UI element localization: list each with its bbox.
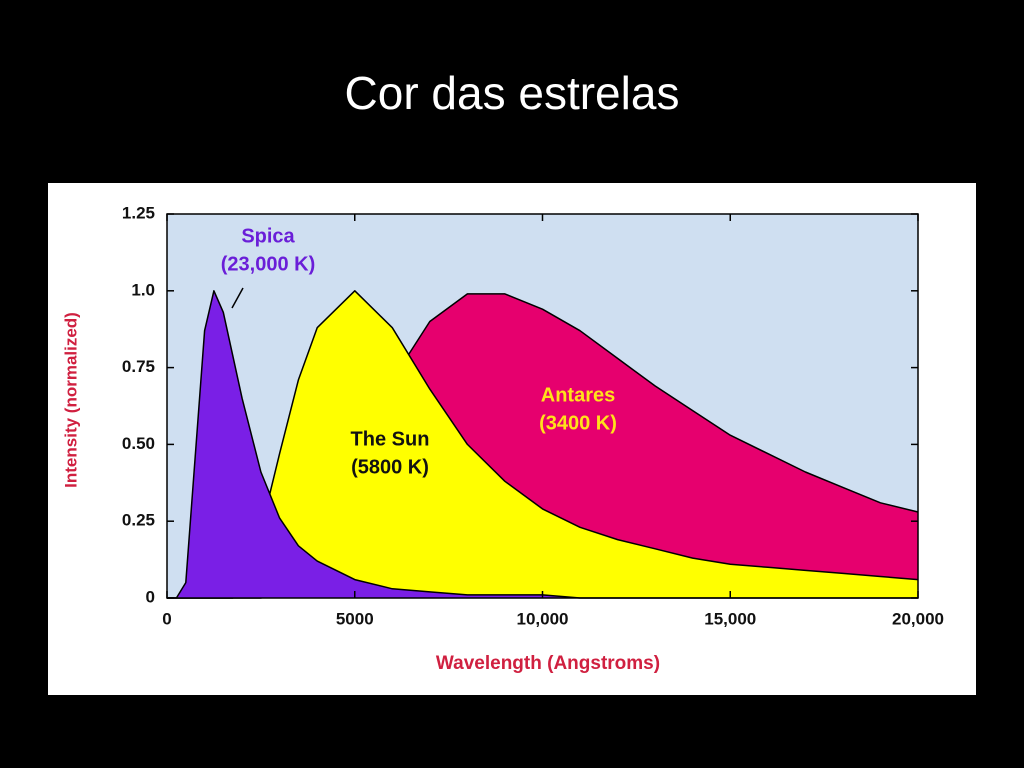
x-axis-label: Wavelength (Angstroms) [436,653,660,674]
slide-title: Cor das estrelas [345,67,680,119]
x-tick-label: 0 [162,609,171,628]
series-name: Spica [241,225,295,247]
series-temperature: (3400 K) [539,412,617,434]
pointer-line [231,287,244,309]
area-fill [167,290,918,598]
x-tick-label: 15,000 [704,609,756,628]
y-tick-label: 0.75 [122,357,155,376]
area-fill [167,290,918,598]
y-tick-label: 0 [146,587,155,606]
x-tick-label: 10,000 [517,609,569,628]
y-tick-label: 1.25 [122,203,155,222]
series-temperature: (5800 K) [351,456,429,478]
y-tick-label: 1.0 [131,280,155,299]
y-tick-label: 0.50 [122,434,155,453]
x-tick-label: 20,000 [892,609,944,628]
series-temperature: (23,000 K) [221,253,316,275]
y-axis-label: Intensity (normalized) [61,312,80,488]
x-tick-label: 5000 [336,609,374,628]
y-tick-label: 0.25 [122,511,155,530]
series-name: Antares [541,384,615,406]
series-name: The Sun [351,428,430,450]
